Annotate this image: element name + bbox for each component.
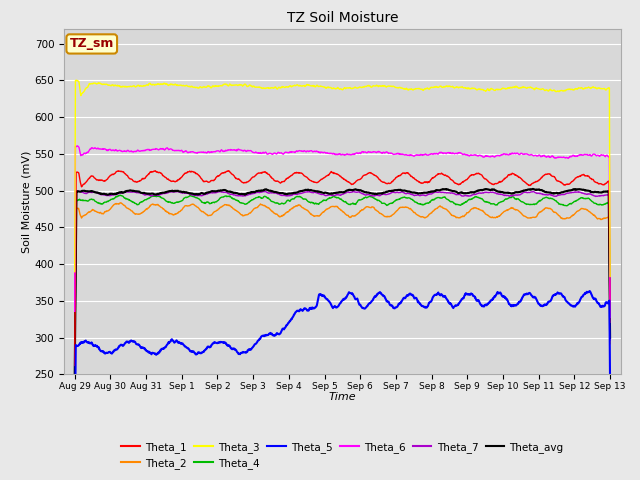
X-axis label: Time: Time — [328, 393, 356, 402]
Title: TZ Soil Moisture: TZ Soil Moisture — [287, 11, 398, 25]
Legend: Theta_1, Theta_2, Theta_3, Theta_4, Theta_5, Theta_6, Theta_7, Theta_avg: Theta_1, Theta_2, Theta_3, Theta_4, Thet… — [121, 442, 564, 469]
Y-axis label: Soil Moisture (mV): Soil Moisture (mV) — [22, 150, 32, 253]
Text: TZ_sm: TZ_sm — [70, 37, 114, 50]
